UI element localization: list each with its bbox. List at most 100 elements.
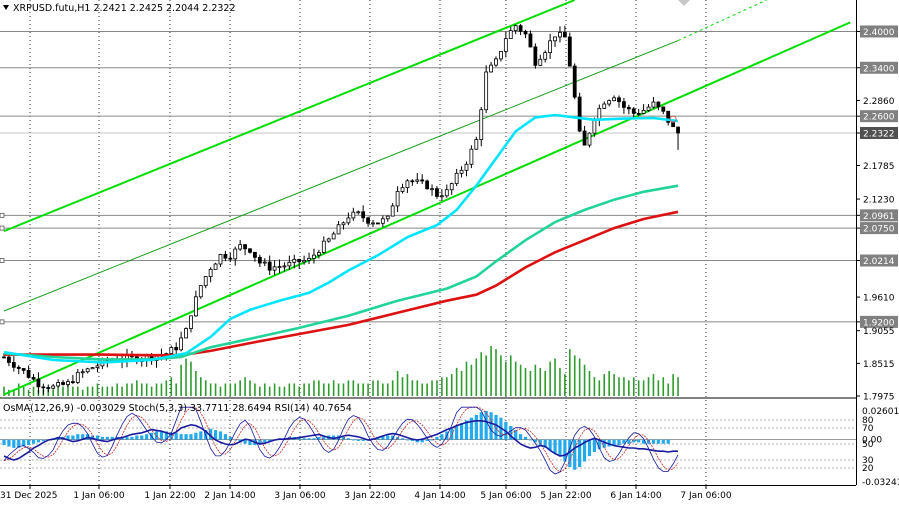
candle-body	[518, 25, 523, 32]
osma-bar	[637, 439, 641, 443]
osma-bar	[425, 439, 429, 441]
osma-bar	[307, 438, 311, 440]
osma-bar	[573, 439, 577, 470]
candle-body	[538, 58, 543, 66]
candle-body	[376, 222, 380, 225]
candle-body	[602, 103, 607, 109]
osma-bar	[184, 434, 188, 440]
candle-body	[646, 106, 651, 111]
stoch-main-line	[3, 406, 679, 475]
indicator-tick-label: 0.026017	[862, 407, 899, 417]
candle-body	[444, 189, 449, 197]
time-axis[interactable]: 31 Dec 2025 1 Jan 06:00 1 Jan 22:00 2 Jan 1…	[0, 485, 732, 501]
candle-body	[425, 180, 430, 190]
price-tag-label: 2.0214	[863, 257, 895, 267]
ma-slow-line	[4, 210, 679, 357]
candle-body	[543, 52, 548, 60]
time-tick-label: 31 Dec 2025	[0, 491, 58, 501]
candle-body	[400, 187, 405, 192]
time-tick-label: 3 Jan 22:00	[344, 491, 396, 501]
osma-bar	[386, 435, 390, 440]
candle-body	[548, 40, 553, 54]
osma-bar	[81, 434, 85, 440]
osma-bar	[302, 438, 306, 440]
candle-body	[405, 180, 410, 189]
candle-body	[7, 356, 11, 363]
price-tag-label: 2.3400	[863, 64, 895, 74]
candle-body	[2, 356, 6, 359]
osma-bar	[415, 439, 419, 443]
candle-body	[213, 263, 218, 270]
osma-bar	[509, 425, 513, 440]
osma-bar	[430, 439, 434, 441]
price-tag	[860, 222, 898, 235]
candle-body	[587, 132, 592, 146]
osma-bar	[2, 439, 6, 446]
candle-body	[243, 244, 247, 250]
osma-bar	[223, 434, 227, 440]
price-axis[interactable]: 2.4000 2.3400 2.2860 2.2600 2.2322 2.1785 2.12…	[0, 25, 898, 403]
candle-body	[95, 365, 100, 369]
osma-bar	[268, 439, 272, 441]
osma-bar	[592, 439, 596, 452]
candle-body	[371, 222, 375, 225]
osma-bar	[474, 414, 478, 440]
channel-line	[3, 0, 576, 233]
level-marker	[0, 319, 5, 325]
time-tick-label: 7 Jan 06:00	[680, 491, 732, 501]
candle-body	[233, 248, 238, 260]
time-tick-label: 6 Jan 14:00	[610, 491, 662, 501]
scroll-marker-icon[interactable]	[678, 0, 690, 6]
candle-body	[415, 179, 420, 182]
indicator-tick-label: 0.00	[862, 436, 882, 446]
osma-bar	[95, 435, 100, 440]
candle-body	[11, 362, 16, 368]
candle-body	[622, 101, 626, 108]
candle-body	[297, 258, 302, 263]
osma-bar	[489, 412, 493, 440]
candle-body	[513, 25, 518, 32]
osma-bar	[351, 439, 355, 441]
candle-body	[385, 215, 390, 220]
candle-body	[661, 106, 666, 112]
osma-bar	[519, 434, 523, 440]
osma-bar	[159, 431, 164, 440]
price-level-lines	[0, 30, 856, 323]
candle-body	[464, 163, 469, 171]
osma-bar	[661, 439, 665, 444]
symbol-menu-triangle-icon[interactable]	[3, 5, 9, 10]
price-tag	[860, 110, 898, 123]
indicator-tick-label: 20	[862, 464, 874, 474]
osma-bar	[632, 439, 636, 443]
level-marker	[0, 225, 5, 231]
osma-bar	[66, 435, 70, 440]
indicator-header: OsMA(12,26,9) -0.003029 Stoch(5,3,3) 33.…	[3, 403, 352, 414]
osma-bar	[332, 435, 336, 440]
osma-bar	[553, 439, 557, 454]
candle-body	[479, 109, 484, 140]
candle-body	[489, 64, 493, 73]
candle-body	[351, 211, 356, 219]
candle-body	[395, 191, 400, 207]
candle-body	[277, 266, 282, 268]
osma-bar	[455, 425, 459, 440]
osma-bar	[213, 430, 218, 440]
rsi-line	[3, 419, 678, 461]
candle-body	[218, 254, 223, 265]
osma-bar	[140, 435, 144, 440]
candle-body	[503, 38, 508, 52]
alert-marker	[669, 115, 677, 123]
time-tick-label: 5 Jan 06:00	[480, 491, 532, 501]
osma-bar	[110, 436, 114, 440]
candle-body	[626, 106, 631, 110]
candle-body	[331, 233, 336, 240]
osma-bar	[396, 436, 400, 440]
osma-bar	[194, 432, 198, 440]
osma-bar	[410, 439, 414, 441]
osma-bar	[7, 439, 11, 447]
stoch-signal-line	[3, 406, 679, 473]
osma-bar	[135, 435, 139, 440]
osma-bar	[100, 436, 104, 440]
